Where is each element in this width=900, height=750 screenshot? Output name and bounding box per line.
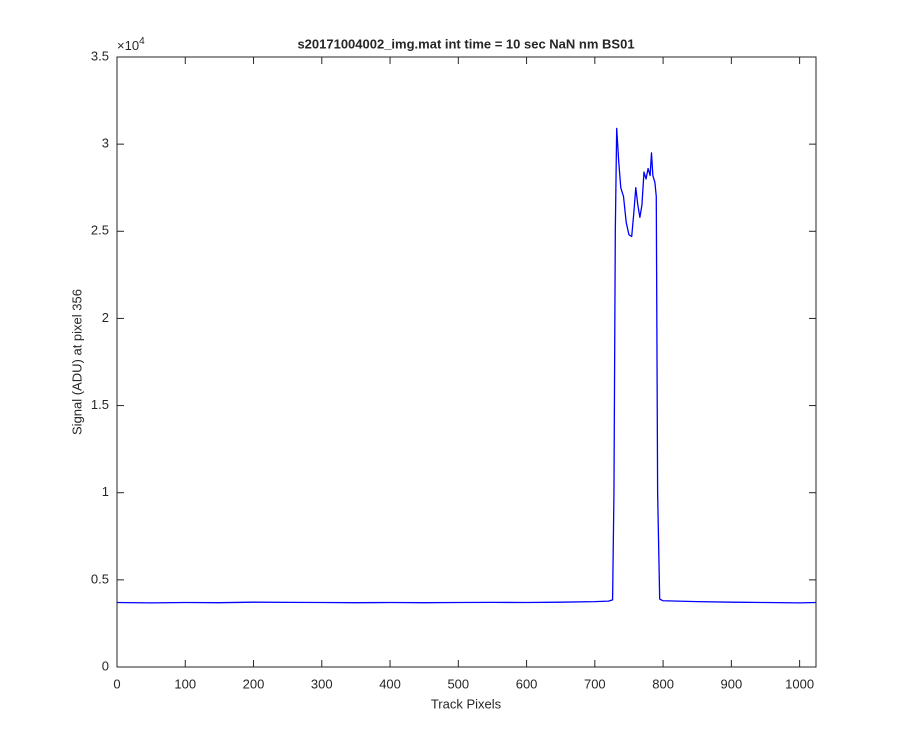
x-tick-label: 600 bbox=[516, 676, 538, 691]
x-tick-label: 800 bbox=[652, 676, 674, 691]
y-tick-label: 0.5 bbox=[91, 571, 109, 586]
plot-box bbox=[116, 56, 817, 668]
y-tick-label: 0 bbox=[102, 658, 109, 673]
x-tick-label: 200 bbox=[243, 676, 265, 691]
multiplier-base: ×10 bbox=[117, 38, 139, 53]
multiplier-power: 4 bbox=[139, 36, 145, 47]
chart-title: s20171004002_img.mat int time = 10 sec N… bbox=[297, 36, 634, 51]
x-tick-label: 300 bbox=[311, 676, 333, 691]
x-axis-label: Track Pixels bbox=[431, 696, 502, 711]
x-tick-label: 500 bbox=[447, 676, 469, 691]
x-tick-label: 100 bbox=[174, 676, 196, 691]
data-line bbox=[116, 127, 817, 604]
x-tick-label: 400 bbox=[379, 676, 401, 691]
x-tick-label: 900 bbox=[721, 676, 743, 691]
y-axis-label: Signal (ADU) at pixel 356 bbox=[69, 289, 84, 435]
y-tick-label: 1 bbox=[102, 484, 109, 499]
y-tick-label: 1.5 bbox=[91, 397, 109, 412]
y-tick-label: 2.5 bbox=[91, 223, 109, 238]
x-tick-label: 1000 bbox=[785, 676, 814, 691]
y-tick-label: 3.5 bbox=[91, 48, 109, 63]
y-tick-label: 3 bbox=[102, 136, 109, 151]
y-multiplier: ×104 bbox=[117, 36, 145, 54]
y-tick-label: 2 bbox=[102, 310, 109, 325]
x-tick-label: 700 bbox=[584, 676, 606, 691]
x-tick-label: 0 bbox=[113, 676, 120, 691]
